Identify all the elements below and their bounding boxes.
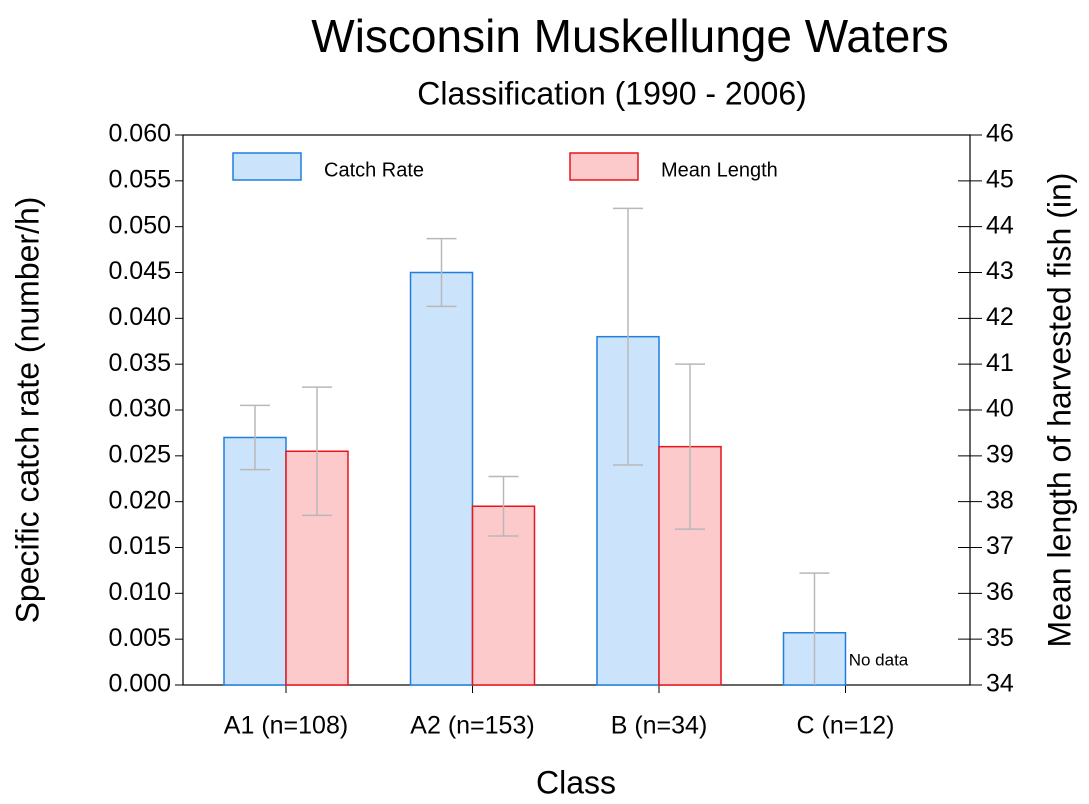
y-tick-label: 0.020 (108, 486, 171, 514)
annotation: No data (849, 650, 909, 669)
y2-tick-label: 36 (986, 578, 1014, 606)
chart-subtitle: Classification (1990 - 2006) (417, 75, 807, 111)
y2-tick-label: 45 (986, 165, 1014, 193)
y-tick-label: 0.015 (108, 532, 171, 560)
y-tick-label: 0.040 (108, 303, 171, 331)
x-tick-label: A1 (n=108) (224, 712, 348, 740)
y-tick-label: 0.055 (108, 165, 171, 193)
y2-tick-label: 42 (986, 303, 1014, 331)
y2-tick-label: 40 (986, 395, 1014, 423)
y-tick-label: 0.045 (108, 257, 171, 285)
y2-tick-label: 38 (986, 486, 1014, 514)
legend-label: Catch Rate (324, 159, 424, 181)
bar (409, 271, 474, 686)
y-tick-label: 0.035 (108, 349, 171, 377)
y-tick-label: 0.050 (108, 211, 171, 239)
y-tick-label: 0.025 (108, 440, 171, 468)
y2-tick-label: 44 (986, 211, 1014, 239)
legend-swatch (569, 152, 639, 181)
y-tick-label: 0.005 (108, 624, 171, 652)
y2-axis-label: Mean length of harvested fish (in) (1041, 173, 1077, 648)
y2-tick-label: 39 (986, 440, 1014, 468)
x-axis-label: Class (536, 764, 616, 800)
y2-tick-label: 41 (986, 349, 1014, 377)
y-tick-label: 0.000 (108, 670, 171, 698)
y-tick-label: 0.030 (108, 395, 171, 423)
y2-tick-label: 37 (986, 532, 1014, 560)
legend-swatch (232, 152, 302, 181)
y-axis-label: Specific catch rate (number/h) (9, 197, 45, 624)
y-tick-label: 0.010 (108, 578, 171, 606)
y2-tick-label: 46 (986, 120, 1014, 148)
bar (223, 436, 287, 686)
x-tick-label: A2 (n=153) (410, 712, 534, 740)
legend-label: Mean Length (661, 159, 778, 181)
y2-tick-label: 43 (986, 257, 1014, 285)
y2-tick-label: 34 (986, 670, 1014, 698)
x-tick-label: C (n=12) (797, 712, 895, 740)
y2-tick-label: 35 (986, 624, 1014, 652)
chart-title: Wisconsin Muskellunge Waters (311, 10, 948, 62)
x-tick-label: B (n=34) (611, 712, 708, 740)
y-tick-label: 0.060 (108, 120, 171, 148)
